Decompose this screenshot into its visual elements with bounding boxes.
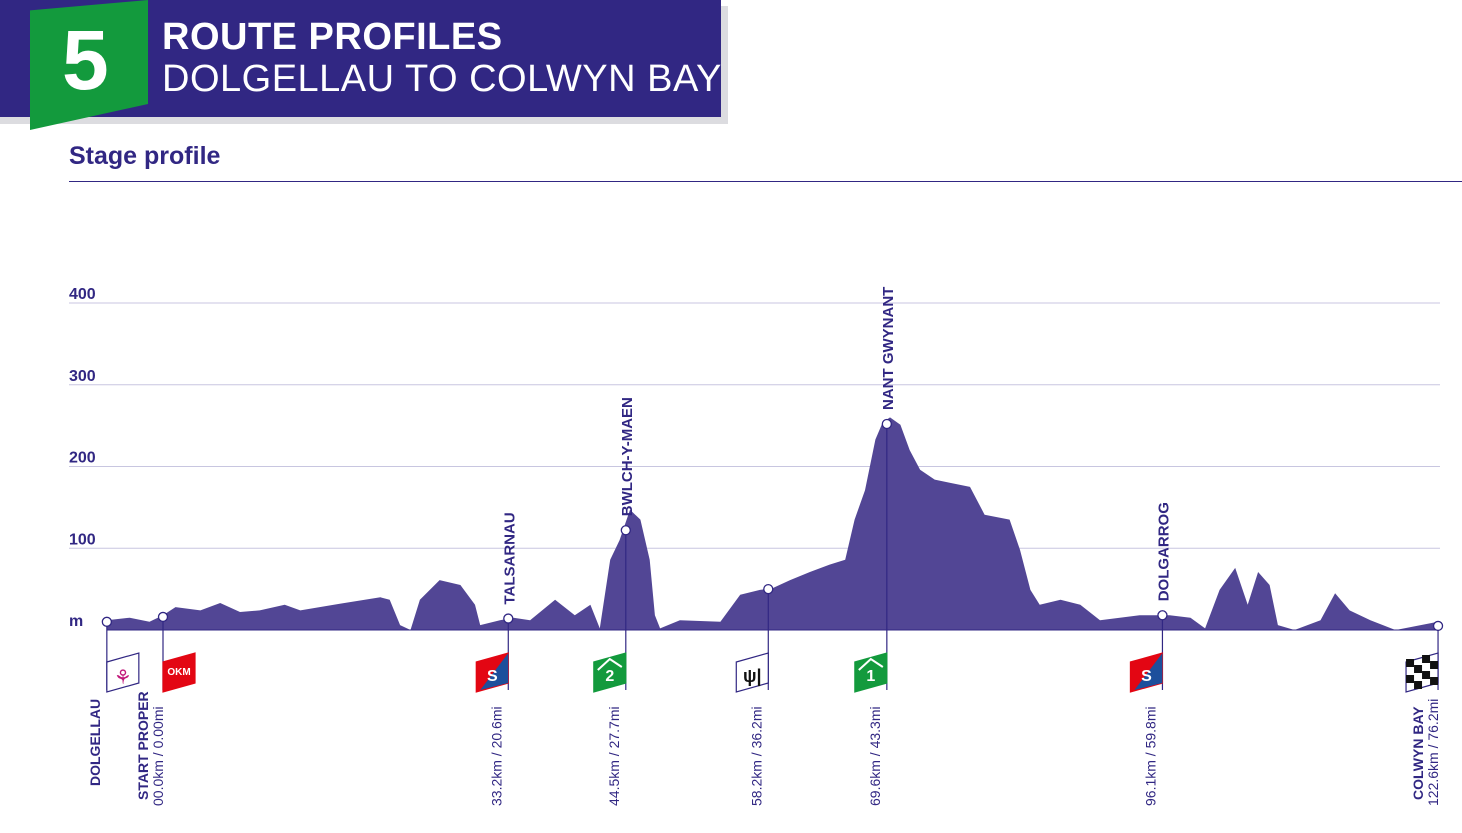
location-label: START PROPER (135, 691, 151, 800)
sprint-flag-blue-icon (1134, 653, 1163, 690)
marker-feed-flag: ψ| 58.2km / 36.2mi (735, 583, 774, 806)
climb-name-label: NANT GWYNANT (880, 287, 897, 410)
stage-number: 5 (62, 13, 109, 107)
feed-flag-icon (735, 652, 769, 693)
climb-name-label: DOLGARROG (1155, 502, 1172, 601)
start-cyclist-icon: ⚘ (114, 667, 132, 689)
distance-label: 122.6km / 76.2mi (1425, 699, 1441, 806)
distance-label: 58.2km / 36.2mi (748, 706, 764, 806)
flag-label: OKM (167, 667, 190, 678)
y-tick-label: m (69, 613, 83, 630)
location-label: COLWYN BAY (1410, 706, 1426, 800)
y-tick-label: 400 (69, 286, 96, 303)
checker-square (1406, 675, 1415, 683)
page-title: ROUTE PROFILES (162, 16, 503, 58)
climb-name-label: BWLCH-Y-MAEN (619, 397, 636, 516)
marker-climb-cat2-flag: 2 44.5km / 27.7mi BWLCH-Y-MAEN (593, 397, 636, 806)
distance-label: 96.1km / 59.8mi (1142, 706, 1158, 806)
flag-label: S (487, 668, 498, 685)
climb-cat1-flag-icon (854, 652, 888, 693)
marker-okm-flag: OKM START PROPER 00.0km / 0.00mi (135, 611, 196, 806)
marker-dot (763, 583, 774, 595)
marker-climb-cat1-flag: 1 69.6km / 43.3mi NANT GWYNANT (854, 287, 897, 806)
flag-label: S (1141, 668, 1152, 685)
checker-square (1430, 677, 1439, 685)
y-tick-label: 100 (69, 531, 96, 548)
checker-square (1422, 671, 1431, 679)
marker-dot (157, 611, 169, 623)
y-tick-label: 200 (69, 450, 96, 467)
fork-knife-icon: ψ| (743, 666, 762, 686)
checker-square (1422, 655, 1431, 663)
distance-label: 69.6km / 43.3mi (867, 706, 883, 806)
distance-label: 00.0km / 0.00mi (150, 706, 166, 806)
route-title: DOLGELLAU TO COLWYN BAY (162, 58, 722, 100)
checker-square (1414, 665, 1423, 673)
divider (69, 181, 1462, 182)
climb-cat2-flag-icon (593, 652, 627, 693)
section-title: Stage profile (69, 142, 221, 170)
marker-dot (503, 613, 514, 624)
start-flag-icon (106, 652, 140, 693)
sprint-flag-blue-icon (480, 653, 509, 690)
marker-finish-flag: COLWYN BAY 122.6km / 76.2mi (1405, 620, 1444, 806)
marker-start-flag: ⚘ DOLGELLAU (87, 616, 140, 786)
location-label: DOLGELLAU (87, 699, 103, 786)
marker-sprint-flag: S 96.1km / 59.8mi DOLGARROG (1129, 502, 1172, 806)
climb-name-label: TALSARNAU (501, 512, 518, 604)
marker-sprint-flag: S 33.2km / 20.6mi TALSARNAU (475, 512, 518, 806)
mountain-icon (597, 657, 623, 671)
distance-label: 44.5km / 27.7mi (606, 706, 622, 806)
flag-label: 2 (605, 668, 614, 685)
mountain-icon (858, 657, 884, 671)
marker-dot (881, 418, 892, 430)
marker-dot (101, 616, 112, 627)
checker-square (1414, 681, 1423, 689)
distance-label: 33.2km / 20.6mi (488, 706, 504, 806)
y-tick-label: 300 (69, 368, 96, 385)
marker-dot (1432, 620, 1444, 632)
checker-square (1430, 661, 1439, 669)
flag-label: 1 (866, 668, 875, 685)
marker-dot (1157, 610, 1168, 621)
elevation-profile-area (106, 417, 1439, 630)
marker-dot (620, 525, 631, 536)
okm-flag-icon (162, 652, 196, 693)
checker-square (1406, 659, 1415, 667)
